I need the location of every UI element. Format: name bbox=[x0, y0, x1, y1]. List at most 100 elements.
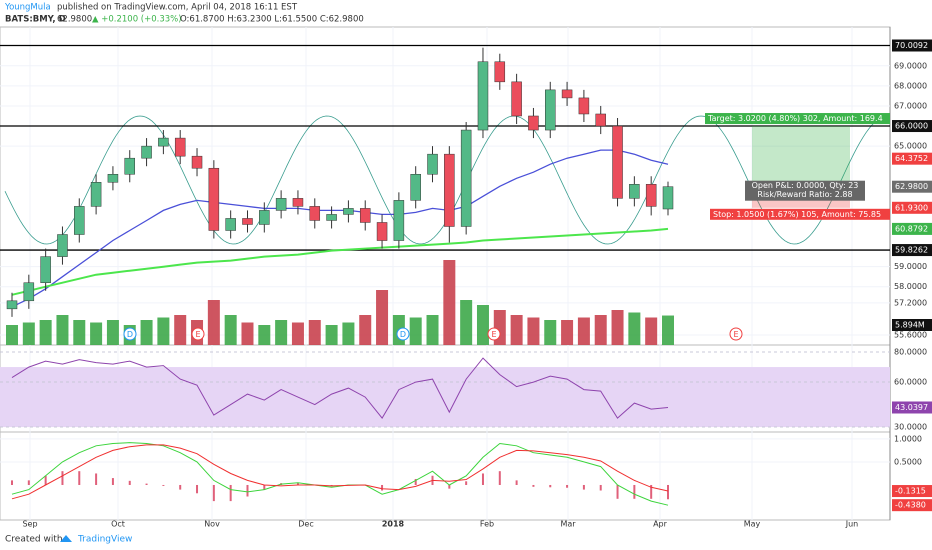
macd-hist bbox=[78, 471, 81, 485]
macd-hist bbox=[498, 471, 501, 485]
macd-hist bbox=[515, 480, 518, 485]
macd-hist bbox=[532, 484, 535, 487]
candle-body bbox=[528, 115, 539, 131]
candle-body bbox=[242, 218, 253, 225]
candle-body bbox=[612, 125, 623, 199]
volume-bar bbox=[443, 260, 456, 345]
event-marker bbox=[123, 327, 137, 341]
candle-body bbox=[662, 186, 674, 210]
volume-bar bbox=[56, 315, 69, 345]
candle-body bbox=[578, 97, 590, 115]
x-tick-label: Apr bbox=[653, 520, 668, 529]
price-badge bbox=[892, 222, 932, 235]
logo bbox=[60, 535, 72, 542]
macd-hist bbox=[162, 484, 165, 486]
volume-bar bbox=[291, 322, 304, 345]
volume-bar bbox=[359, 315, 372, 345]
y-tick-label: 30.0000 bbox=[894, 423, 927, 432]
volume-badge bbox=[892, 319, 932, 331]
macd-hist bbox=[448, 484, 451, 489]
price-badge-label: 64.3752 bbox=[895, 154, 928, 163]
macd-hist bbox=[616, 484, 619, 499]
candle-body bbox=[57, 234, 68, 257]
volume-bar bbox=[527, 317, 540, 345]
info-box bbox=[745, 180, 865, 201]
macd-hist bbox=[599, 484, 602, 491]
y-tick-label: 0.5000 bbox=[894, 457, 922, 466]
level-badge bbox=[892, 39, 932, 52]
x-tick-label: Sep bbox=[22, 520, 37, 529]
volume-bar bbox=[258, 325, 271, 345]
x-tick-label: Dec bbox=[298, 520, 313, 529]
macd-hist bbox=[196, 484, 199, 494]
moving-average bbox=[11, 149, 669, 308]
volume-bar bbox=[106, 320, 119, 345]
published: published on TradingView.com, April 04, … bbox=[57, 3, 298, 13]
macd-hist bbox=[111, 478, 114, 485]
volume-bar bbox=[376, 290, 389, 345]
target-zone bbox=[752, 126, 850, 187]
y-tick-label: 60.0000 bbox=[894, 378, 927, 387]
macd-badge-label: -0.4380 bbox=[895, 501, 926, 510]
event-marker bbox=[729, 327, 743, 341]
event-marker bbox=[487, 327, 501, 341]
y-tick-label: 58.0000 bbox=[894, 282, 927, 291]
author: YoungMula bbox=[4, 3, 51, 13]
candle-body bbox=[23, 282, 35, 302]
macd-hist bbox=[128, 480, 131, 485]
volume-bar bbox=[577, 317, 590, 345]
candle-body bbox=[208, 167, 220, 231]
footer-brand: TradingView bbox=[77, 535, 132, 545]
level-badge bbox=[892, 120, 932, 133]
macd-badge-label: -0.1315 bbox=[895, 487, 926, 496]
volume-bar bbox=[39, 320, 52, 345]
volume-bar bbox=[157, 317, 170, 345]
level-label: 70.0092 bbox=[895, 41, 928, 50]
macd-hist bbox=[95, 473, 98, 485]
y-tick-label: 59.0000 bbox=[894, 262, 927, 271]
candle-body bbox=[477, 61, 489, 131]
price-badge-label: 61.9300 bbox=[895, 203, 928, 212]
candle-body bbox=[141, 145, 152, 159]
candle-body bbox=[292, 198, 304, 207]
candle-body bbox=[191, 155, 203, 169]
macd-hist bbox=[229, 484, 232, 502]
macd-hist bbox=[481, 473, 484, 485]
event-label: D bbox=[400, 330, 406, 339]
candle-body bbox=[107, 173, 119, 183]
volume-bar bbox=[6, 325, 18, 345]
info-label: Risk/Reward Ratio: 2.88 bbox=[757, 190, 852, 199]
moving-average bbox=[11, 227, 669, 296]
y-tick-label: 80.0000 bbox=[894, 348, 927, 357]
level-label: 59.8262 bbox=[895, 246, 928, 255]
macd-hist bbox=[263, 484, 266, 490]
stop-box bbox=[710, 208, 890, 220]
volume-bar bbox=[224, 315, 237, 345]
change: ▲ +0.2100 (+0.33%) bbox=[92, 15, 182, 25]
candle-body bbox=[225, 218, 236, 231]
macd-hist bbox=[246, 484, 249, 497]
price-badge bbox=[892, 180, 932, 193]
volume-bar bbox=[561, 320, 574, 345]
ohlc: O:61.8700 H:63.2300 L:61.5500 C:62.9800 bbox=[180, 15, 364, 25]
volume-bar bbox=[207, 300, 220, 345]
macd-badge bbox=[892, 485, 932, 498]
x-tick-label: Mar bbox=[560, 520, 576, 529]
macd-hist bbox=[566, 484, 569, 488]
macd-hist bbox=[27, 480, 30, 485]
x-tick-label: 2018 bbox=[382, 520, 405, 529]
price: 62.9800 bbox=[57, 15, 92, 25]
macd-hist bbox=[465, 481, 468, 485]
y-tick-label: 65.0000 bbox=[894, 142, 927, 151]
macd-hist bbox=[44, 475, 47, 485]
candle-body bbox=[561, 89, 573, 99]
candle-body bbox=[460, 129, 472, 227]
macd-hist bbox=[582, 484, 585, 490]
event-label: E bbox=[491, 330, 496, 339]
candle-body bbox=[74, 206, 85, 235]
candle-body bbox=[40, 256, 51, 283]
level-badge bbox=[892, 244, 932, 257]
